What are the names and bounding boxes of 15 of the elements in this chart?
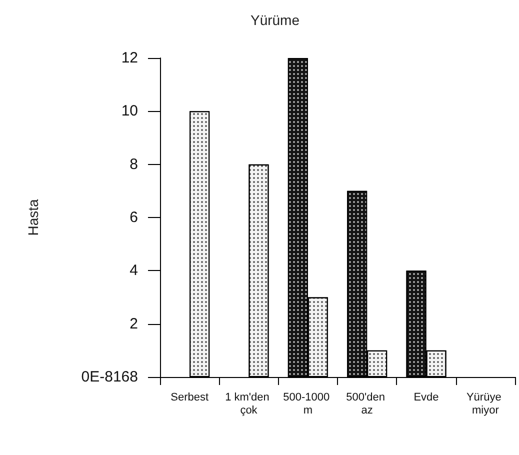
x-tick-label: 1 km'den çok [225,392,272,416]
y-tick-label: 6 [130,209,138,226]
y-tick-label: 4 [130,262,138,280]
x-tick-label: Evde [414,392,439,404]
y-axis-title: Hasta [25,199,41,236]
x-tick-label: 500-1000 m [283,392,333,416]
x-tick-label: 500'den az [346,392,388,416]
y-tick-label: 2 [130,315,138,332]
chart-title: Yürüme [250,12,300,28]
y-tick-label: 8 [130,156,138,173]
x-tick-label: Serbest [170,392,209,404]
y-tick-label: 0E-8168 [81,368,138,386]
x-tick-label: Yürüye miyor [466,392,504,416]
y-tick-label: 10 [121,102,138,120]
y-tick-label: 12 [121,50,138,66]
